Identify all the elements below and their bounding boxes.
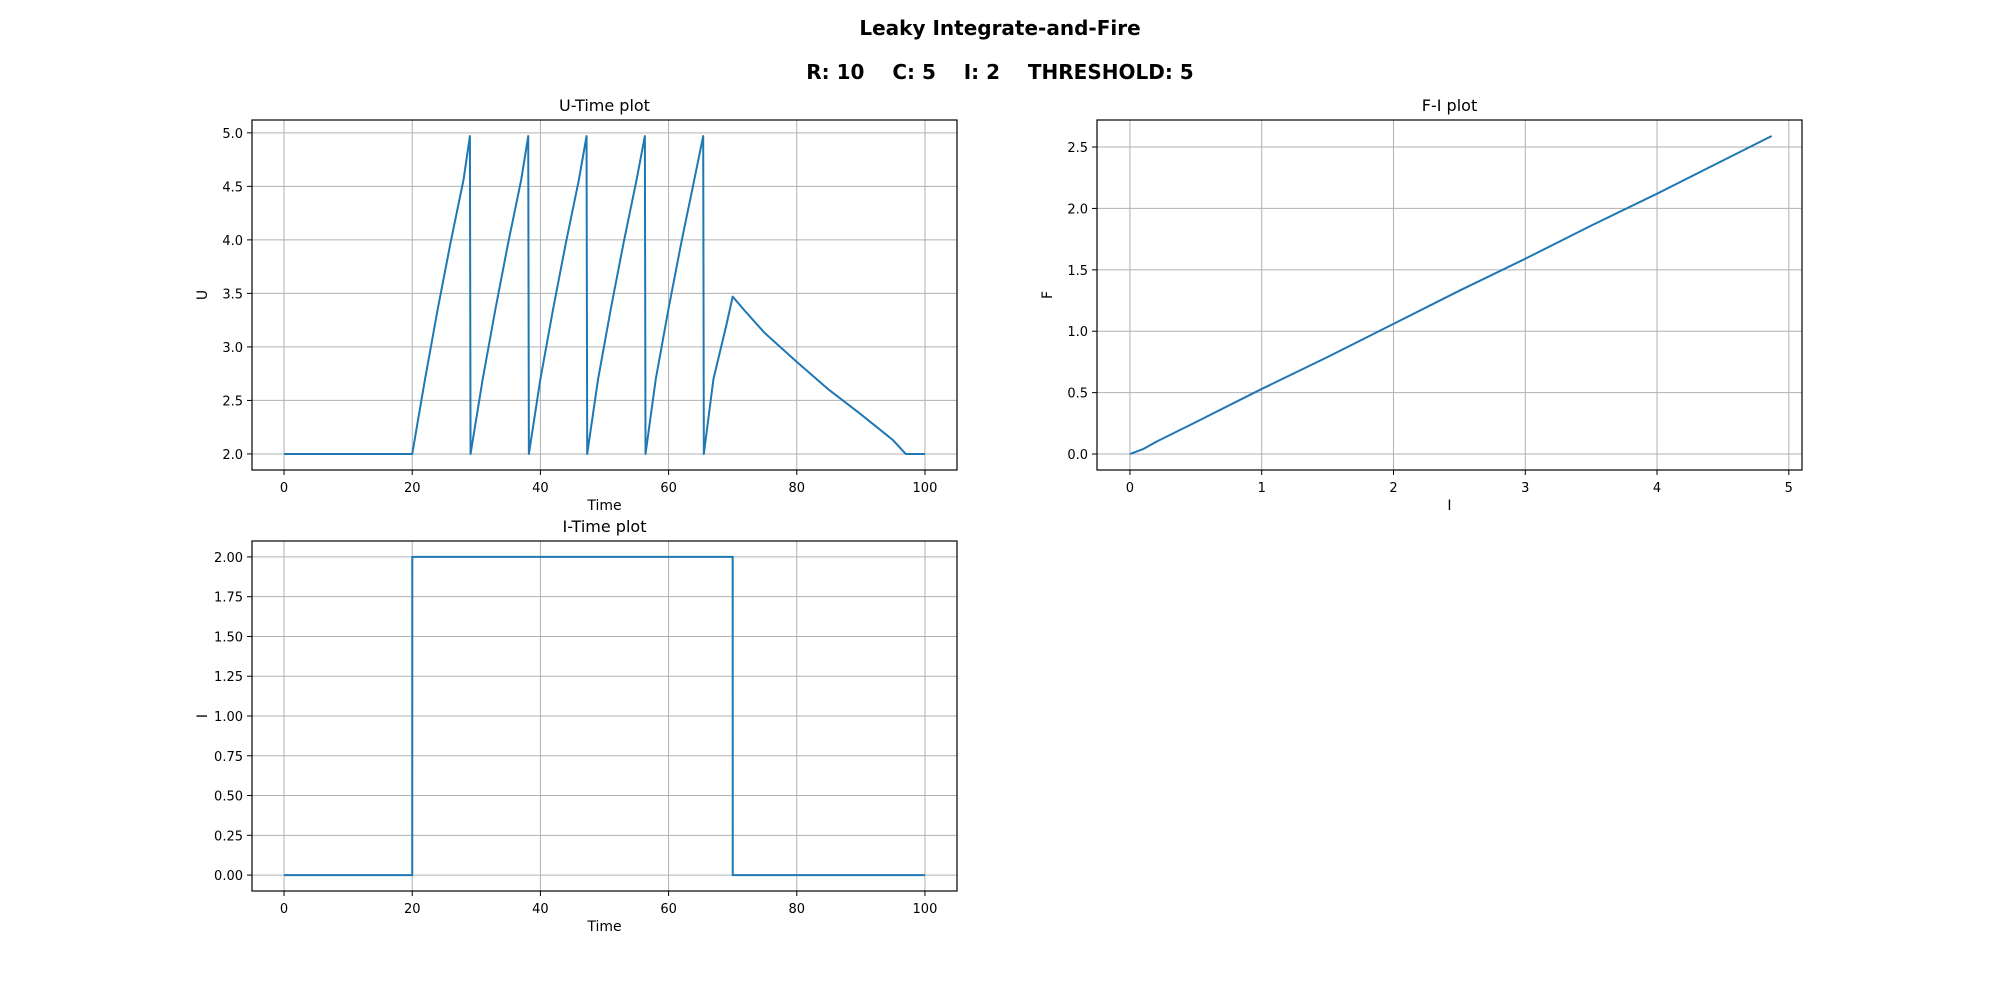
x-tick-label: 4 [1653, 481, 1661, 496]
x-tick-label: 100 [913, 902, 938, 917]
y-tick-label: 2.0 [1067, 202, 1088, 217]
figure-title: Leaky Integrate-and-Fire [859, 16, 1140, 40]
x-tick-label: 40 [532, 902, 549, 917]
y-tick-label: 0.00 [214, 869, 243, 884]
i-time-plot: 0 20 40 60 80 100 0.00 0.25 0.50 0.75 1.00 1.25 1.50… [195, 517, 958, 935]
y-tick-label: 0.5 [1067, 387, 1088, 402]
x-tick-label: 60 [660, 902, 677, 917]
y-tick-label: 0.25 [214, 829, 243, 844]
y-tick-label: 1.5 [1067, 264, 1088, 279]
plot-frame [251, 119, 958, 471]
y-tick-label: 3.5 [222, 287, 243, 302]
y-tick-label: 0.50 [214, 790, 243, 805]
y-axis-label: I [195, 714, 211, 718]
x-axis-label: I [1447, 498, 1451, 514]
x-tick-label: 80 [788, 481, 805, 496]
x-axis-label: Time [586, 919, 621, 935]
y-tick-label: 3.0 [222, 341, 243, 356]
x-tick-label: 100 [913, 481, 938, 496]
x-tick-label: 60 [660, 481, 677, 496]
plot-title: F-I plot [1422, 96, 1477, 115]
x-tick-label: 20 [404, 481, 421, 496]
y-tick-label: 5.0 [222, 127, 243, 142]
y-tick-label: 2.5 [1067, 141, 1088, 156]
y-tick-label: 2.5 [222, 394, 243, 409]
y-tick-label: 2.0 [222, 448, 243, 463]
x-axis-label: Time [586, 498, 621, 514]
x-tick-label: 3 [1521, 481, 1529, 496]
y-tick-label: 1.50 [214, 630, 243, 645]
y-tick-label: 1.25 [214, 670, 243, 685]
y-tick-label: 1.0 [1067, 325, 1088, 340]
figure-subtitle: R: 10 C: 5 I: 2 THRESHOLD: 5 [806, 60, 1193, 84]
x-tick-label: 5 [1785, 481, 1793, 496]
y-axis-label: U [195, 290, 211, 300]
x-tick-label: 0 [1126, 481, 1134, 496]
y-tick-label: 1.00 [214, 710, 243, 725]
x-tick-label: 0 [280, 481, 288, 496]
y-tick-label: 4.5 [222, 180, 243, 195]
series-line [1129, 135, 1773, 455]
x-tick-label: 40 [532, 481, 549, 496]
series-line [284, 555, 925, 877]
f-i-plot: 0 1 2 3 4 5 0.0 0.5 1.0 1.5 2.0 2.5 F-I plot I F [1040, 96, 1803, 514]
y-tick-label: 4.0 [222, 234, 243, 249]
y-tick-label: 1.75 [214, 591, 243, 606]
u-time-plot: 0 20 40 60 80 100 2.0 2.5 3.0 3.5 4.0 4.5 5.0 U-Time … [195, 96, 958, 514]
y-axis-label: F [1040, 291, 1056, 299]
x-tick-label: 0 [280, 902, 288, 917]
x-tick-label: 2 [1389, 481, 1397, 496]
plot-title: I-Time plot [563, 517, 647, 536]
plot-title: U-Time plot [559, 96, 650, 115]
x-tick-label: 80 [788, 902, 805, 917]
y-tick-label: 0.0 [1067, 448, 1088, 463]
plot-frame [1096, 119, 1803, 471]
x-tick-label: 20 [404, 902, 421, 917]
y-tick-label: 2.00 [214, 551, 243, 566]
x-tick-label: 1 [1258, 481, 1266, 496]
series-line [284, 135, 925, 455]
y-tick-label: 0.75 [214, 750, 243, 765]
